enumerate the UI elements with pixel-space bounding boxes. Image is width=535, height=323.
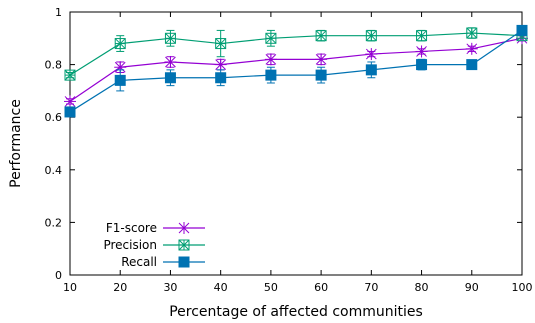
data-point [365, 64, 377, 76]
x-tick-label: 80 [415, 281, 429, 294]
data-point [466, 27, 478, 39]
data-point [64, 95, 76, 108]
series-precision [64, 27, 528, 81]
plot-frame [69, 11, 523, 276]
y-tick-label: 0.6 [45, 111, 63, 124]
data-point [214, 58, 227, 71]
x-tick-label: 30 [163, 281, 177, 294]
data-point [466, 59, 478, 71]
legend-item-f1-score: F1-score [106, 221, 205, 235]
data-point [465, 42, 478, 55]
data-point [164, 32, 176, 44]
data-point [265, 32, 277, 44]
data-point [178, 256, 190, 268]
data-point [178, 239, 190, 251]
data-point [416, 59, 428, 71]
series-layer [64, 24, 528, 118]
x-tick-label: 50 [264, 281, 278, 294]
x-tick-label: 10 [63, 281, 77, 294]
series-line [69, 29, 523, 113]
x-tick-label: 60 [314, 281, 328, 294]
axis-ticks: 10 20 30 40 50 60 70 80 90 100 0 0.2 0.4 0.6 0.8 1 [45, 6, 533, 294]
data-point [416, 30, 428, 42]
data-point [64, 106, 76, 118]
data-point [64, 69, 76, 81]
y-axis-label: Performance [8, 99, 24, 188]
data-point [315, 53, 328, 66]
series-line [69, 37, 523, 102]
data-point [365, 30, 377, 42]
data-point [114, 38, 126, 50]
series-f1-score [64, 32, 528, 108]
legend-item-precision: Precision [103, 238, 205, 252]
data-point [215, 38, 227, 50]
legend-label: F1-score [106, 221, 157, 235]
data-point [315, 30, 327, 42]
data-point [264, 53, 277, 66]
data-point [164, 55, 177, 68]
x-tick-label: 40 [214, 281, 228, 294]
data-point [164, 72, 176, 84]
y-tick-label: 0.2 [45, 216, 63, 229]
data-point [415, 45, 428, 58]
x-tick-label: 20 [113, 281, 127, 294]
y-tick-label: 0.4 [45, 164, 63, 177]
x-axis-label: Percentage of affected communities [169, 304, 423, 320]
data-point [215, 72, 227, 84]
x-tick-label: 90 [465, 281, 479, 294]
y-tick-label: 0 [55, 269, 62, 282]
data-point [315, 69, 327, 81]
data-point [178, 222, 190, 234]
legend-item-recall: Recall [121, 255, 205, 269]
x-tick-label: 70 [364, 281, 378, 294]
x-tick-label: 100 [512, 281, 533, 294]
legend-label: Precision [103, 238, 157, 252]
y-tick-label: 0.8 [45, 59, 63, 72]
series-line [69, 32, 523, 76]
legend-label: Recall [121, 255, 157, 269]
data-point [516, 24, 528, 36]
data-point [114, 74, 126, 86]
y-tick-label: 1 [55, 6, 62, 19]
data-point [265, 69, 277, 81]
series-recall [64, 24, 528, 118]
data-point [365, 48, 378, 61]
legend: F1-score Precision Recall [103, 221, 205, 269]
